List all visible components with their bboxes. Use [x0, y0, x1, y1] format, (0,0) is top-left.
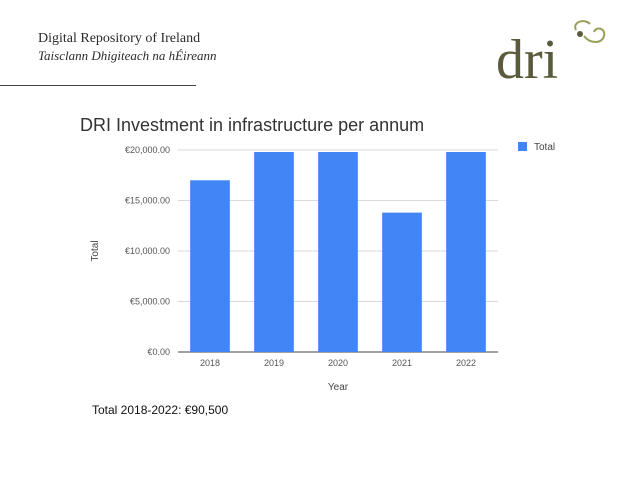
x-tick-label: 2018: [200, 358, 220, 368]
y-axis-label: Total: [90, 240, 101, 261]
legend-label-total: Total: [534, 142, 555, 153]
bar-2020: [318, 152, 358, 352]
y-tick-label: €0.00: [147, 347, 170, 357]
bar-2018: [190, 180, 230, 352]
y-axis-ticks: €0.00 €5,000.00 €10,000.00 €15,000.00 €20,00…: [125, 145, 170, 357]
y-tick-label: €5,000.00: [130, 297, 170, 307]
x-axis-label: Year: [328, 382, 349, 393]
bar-2021: [382, 212, 422, 352]
org-name-irish: Taisclann Dhigiteach na hÉireann: [38, 48, 217, 63]
logo-text: dri: [496, 29, 558, 90]
x-tick-label: 2019: [264, 358, 284, 368]
logo-swirl-icon: [574, 20, 606, 43]
y-tick-label: €20,000.00: [125, 145, 170, 155]
x-tick-label: 2020: [328, 358, 348, 368]
bar-2019: [254, 152, 294, 352]
x-tick-label: 2022: [456, 358, 476, 368]
investment-bar-chart: DRI Investment in infrastructure per ann…: [80, 115, 555, 393]
dri-logo: dri: [496, 20, 606, 90]
bar-2022: [446, 152, 486, 352]
org-name-block: Digital Repository of Ireland Taisclann …: [38, 30, 217, 64]
x-axis-ticks: 2018 2019 2020 2021 2022: [200, 358, 476, 368]
legend-swatch-total: [518, 142, 527, 151]
chart-title: DRI Investment in infrastructure per ann…: [80, 115, 424, 135]
header-divider: [0, 85, 196, 86]
org-name-english: Digital Repository of Ireland: [38, 31, 201, 46]
y-tick-label: €10,000.00: [125, 246, 170, 256]
bars: [190, 152, 486, 352]
chart-legend: Total: [518, 142, 555, 153]
total-summary: Total 2018-2022: €90,500: [92, 403, 229, 417]
y-tick-label: €15,000.00: [125, 196, 170, 206]
x-tick-label: 2021: [392, 358, 412, 368]
